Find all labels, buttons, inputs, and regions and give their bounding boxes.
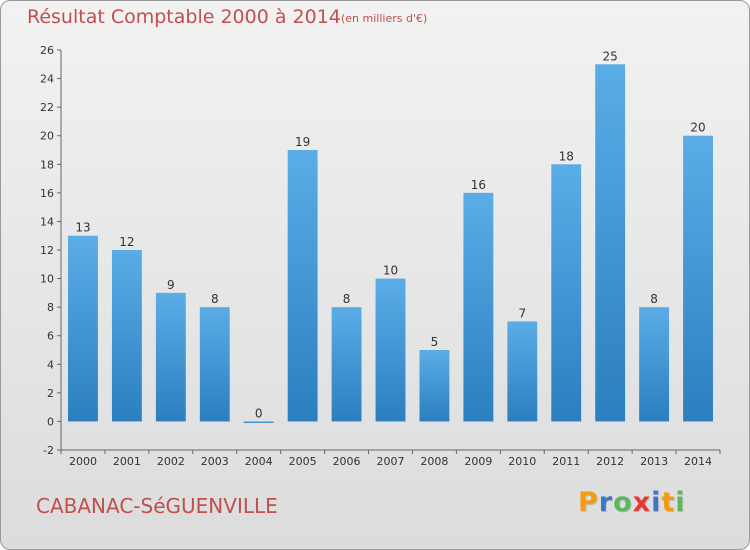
x-tick-label: 2014 [684,455,712,468]
y-tick-label: 4 [47,358,54,371]
x-tick-label: 2008 [420,455,448,468]
x-tick-label: 2012 [596,455,624,468]
bar [243,421,274,423]
commune-name: CABANAC-SéGUENVILLE [36,494,278,518]
bar [639,307,670,422]
logo-letter: x [632,487,652,518]
y-tick-label: 20 [40,130,54,143]
x-tick-label: 2010 [508,455,536,468]
y-tick-label: 0 [47,415,54,428]
chart-title: Résultat Comptable 2000 à 2014 [27,6,341,28]
bar [287,150,318,422]
y-tick-label: 2 [47,387,54,400]
bar-value-label: 18 [559,149,574,163]
y-tick-label: 10 [40,273,54,286]
x-tick-label: 2007 [377,455,405,468]
bar-value-label: 0 [255,406,263,420]
bar [375,278,406,422]
bar [551,164,582,422]
logo-letter: i [675,487,686,518]
bar-value-label: 16 [471,178,486,192]
bar-value-label: 25 [603,49,618,63]
bar [595,64,626,422]
x-tick-label: 2002 [157,455,185,468]
logo-letter: r [598,487,614,518]
logo-letter: o [613,487,633,518]
y-tick-label: 16 [40,187,54,200]
y-tick-label: 18 [40,158,54,171]
bar-value-label: 7 [518,306,526,320]
chart-subtitle: (en milliers d'€) [341,12,428,25]
bar-value-label: 12 [119,235,134,249]
bar [68,235,98,422]
bar [331,307,362,422]
x-tick-label: 2011 [552,455,580,468]
x-tick-label: 2009 [464,455,492,468]
bar [199,307,230,422]
bar-value-label: 10 [383,264,398,278]
logo-letter: P [578,487,599,518]
y-tick-label: 8 [47,301,54,314]
bar [155,292,186,422]
bar-value-label: 9 [167,278,175,292]
y-tick-label: 12 [40,244,54,257]
x-tick-label: 2000 [69,455,97,468]
bar [111,250,142,422]
y-tick-label: 6 [47,330,54,343]
x-tick-label: 2013 [640,455,668,468]
bar-value-label: 5 [431,335,439,349]
bar [683,135,713,422]
x-tick-label: 2006 [333,455,361,468]
bar [419,350,450,422]
y-tick-label: 26 [40,44,54,57]
bar [463,192,494,422]
y-tick-label: 22 [40,101,54,114]
bar-value-label: 19 [295,135,310,149]
bar-value-label: 8 [650,292,658,306]
bar-value-label: 20 [690,121,705,135]
y-tick-label: 14 [40,215,54,228]
bar-value-label: 8 [211,292,219,306]
x-tick-label: 2005 [289,455,317,468]
y-tick-label: 24 [40,73,54,86]
x-tick-label: 2004 [245,455,273,468]
bar-value-label: 8 [343,292,351,306]
y-tick-label: -2 [43,444,54,457]
bar-value-label: 13 [75,221,90,235]
bar [507,321,538,422]
logo-letter: i [651,487,662,518]
x-tick-label: 2001 [113,455,141,468]
x-tick-label: 2003 [201,455,229,468]
logo-letter: t [661,487,676,518]
proxiti-logo[interactable]: Proxiti [578,487,686,518]
